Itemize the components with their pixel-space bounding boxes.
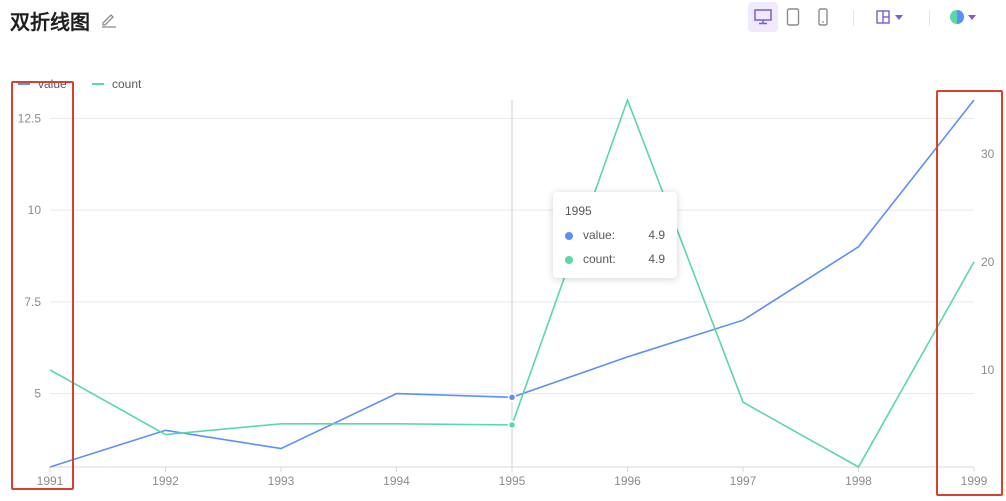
- x-tick-label: 1997: [730, 474, 757, 488]
- value-dot-icon: [565, 232, 573, 240]
- toolbar-divider: [929, 10, 930, 26]
- right-axis-highlight-box: [936, 90, 1003, 496]
- hover-point-count: [507, 420, 517, 430]
- tooltip-name: value:: [583, 228, 616, 242]
- y-left-tick-label: 10: [28, 203, 42, 217]
- x-tick-label: 1992: [152, 474, 179, 488]
- y-right-tick-label: 20: [981, 255, 995, 269]
- y-right-tick-label: 30: [981, 147, 995, 161]
- x-tick-label: 1996: [614, 474, 641, 488]
- toolbar-divider: [853, 10, 854, 26]
- x-tick-label: 1998: [845, 474, 872, 488]
- x-tick-label: 1999: [961, 474, 988, 488]
- tooltip-value: 4.9: [648, 228, 665, 242]
- count-dot-icon: [565, 256, 573, 264]
- layout-button[interactable]: [873, 2, 909, 32]
- left-axis-highlight-box: [11, 81, 74, 490]
- layout-icon: [876, 10, 903, 24]
- mobile-view-button[interactable]: [808, 2, 838, 32]
- page-title: 双折线图: [10, 10, 90, 34]
- tooltip-name: count:: [583, 252, 616, 266]
- tooltip-row-value: value: 4.9: [565, 228, 665, 244]
- tooltip-title: 1995: [565, 204, 592, 218]
- hover-point-value: [507, 393, 517, 402]
- y-right-tick-label: 10: [981, 363, 995, 377]
- legend-label: value: [38, 77, 67, 91]
- mobile-icon: [818, 8, 828, 26]
- tablet-icon: [786, 8, 800, 26]
- x-tick-label: 1991: [37, 474, 64, 488]
- y-left-tick-label: 5: [34, 387, 41, 401]
- theme-icon: [950, 10, 976, 24]
- x-tick-label: 1994: [383, 474, 410, 488]
- tooltip-row-count: count: 4.9: [565, 252, 665, 268]
- y-left-tick-label: 7.5: [24, 295, 41, 309]
- theme-button[interactable]: [946, 2, 982, 32]
- desktop-view-button[interactable]: [748, 2, 778, 32]
- tooltip-value: 4.9: [648, 252, 665, 266]
- edit-icon[interactable]: [100, 10, 118, 28]
- x-tick-label: 1993: [268, 474, 295, 488]
- chart-tooltip: 1995 value: 4.9 count: 4.9: [553, 192, 677, 278]
- desktop-icon: [754, 9, 772, 25]
- tablet-view-button[interactable]: [778, 2, 808, 32]
- legend-label: count: [112, 77, 142, 91]
- x-tick-label: 1995: [499, 474, 526, 488]
- y-left-tick-label: 12.5: [18, 111, 42, 125]
